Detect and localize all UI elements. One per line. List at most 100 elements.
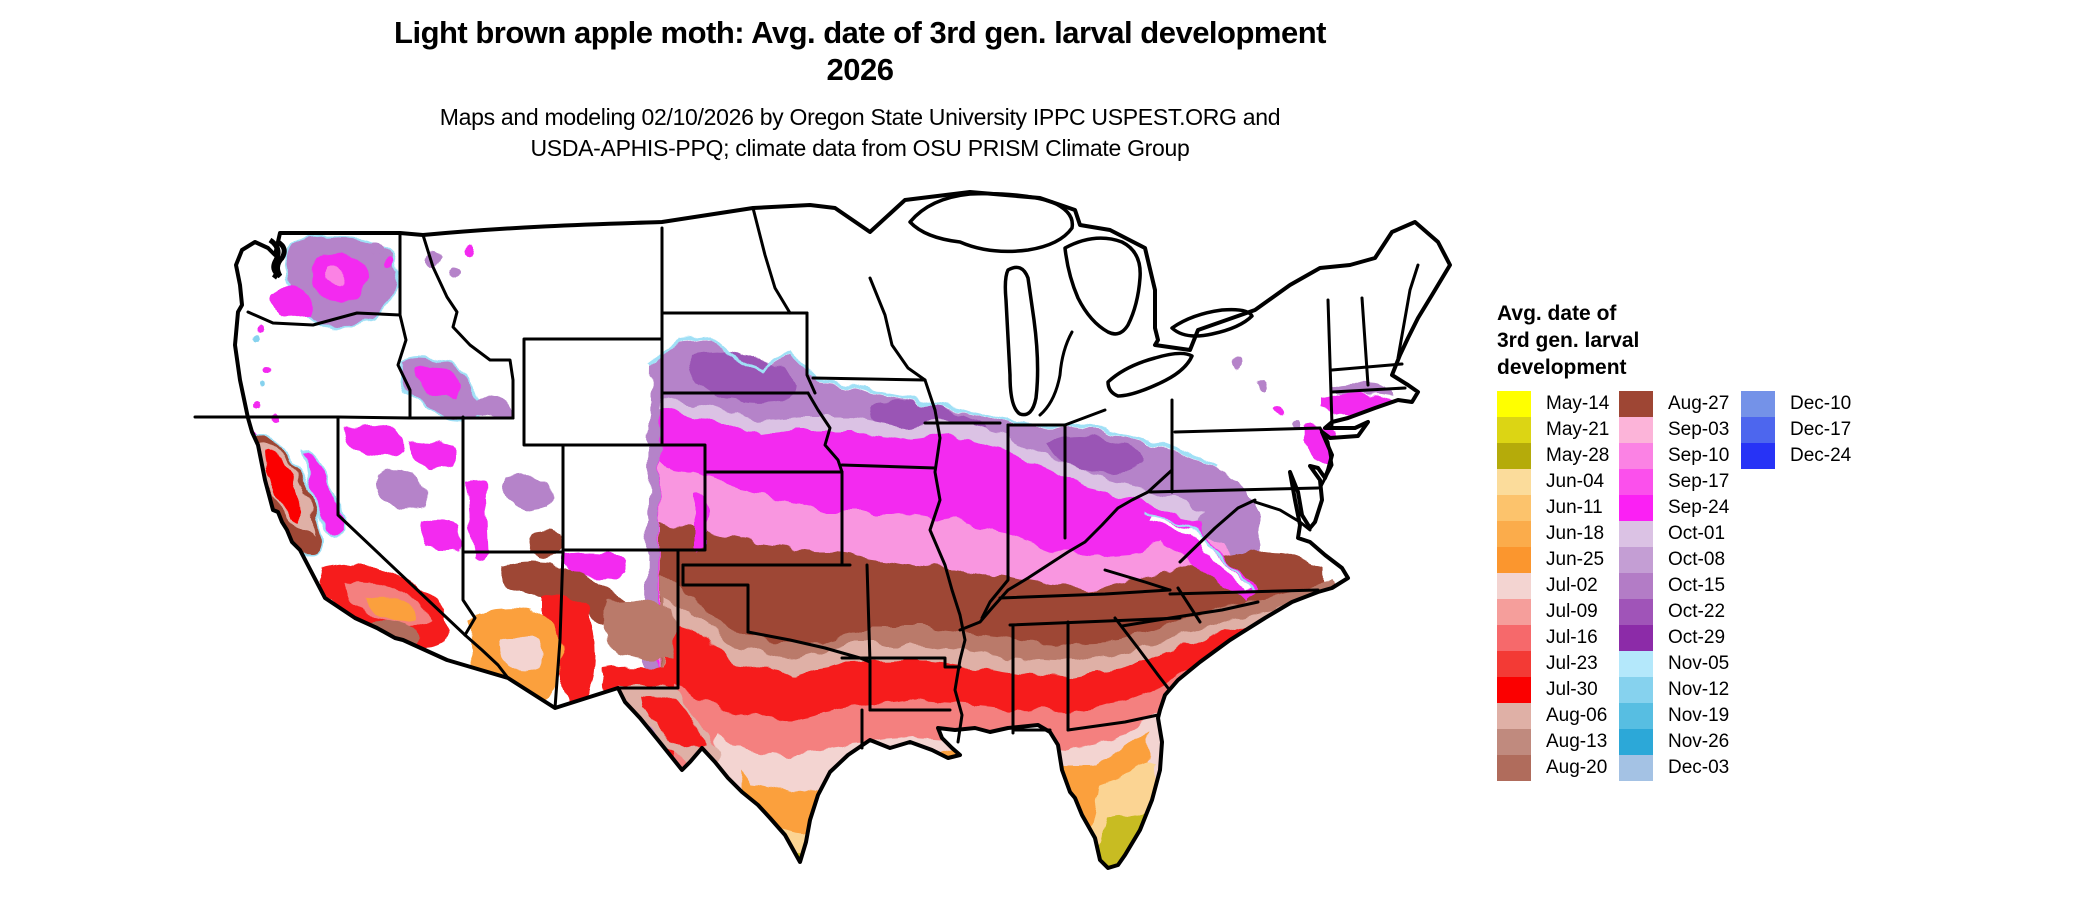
- legend-label: Jul-30: [1546, 679, 1598, 700]
- header: Light brown apple moth: Avg. date of 3rd…: [0, 14, 1720, 164]
- legend-entry: Oct-08: [1619, 547, 1741, 573]
- legend-label: May-21: [1546, 419, 1610, 440]
- legend-entry: Oct-29: [1619, 625, 1741, 651]
- legend-entry: Jul-02: [1497, 573, 1619, 599]
- legend-label: Sep-24: [1668, 497, 1730, 518]
- legend-entry: Jun-18: [1497, 521, 1619, 547]
- legend-entry: Jun-25: [1497, 547, 1619, 573]
- legend-swatch: [1619, 443, 1653, 469]
- legend-label: Oct-29: [1668, 627, 1726, 648]
- legend-swatch: [1497, 443, 1531, 469]
- legend-entry: Jun-04: [1497, 469, 1619, 495]
- legend-swatch: [1741, 443, 1775, 469]
- legend-swatch: [1497, 495, 1531, 521]
- legend-entry: Jun-11: [1497, 495, 1619, 521]
- legend-title-line-3: development: [1497, 356, 1627, 379]
- legend-label: Dec-10: [1790, 393, 1852, 414]
- legend-label: Jul-23: [1546, 653, 1598, 674]
- lake-michigan: [1003, 265, 1040, 417]
- subtitle-line-1: Maps and modeling 02/10/2026 by Oregon S…: [439, 104, 1281, 130]
- legend-label: Aug-20: [1546, 757, 1608, 778]
- legend-swatch: [1497, 417, 1531, 443]
- legend-entry: Sep-03: [1619, 417, 1741, 443]
- legend-label: Nov-26: [1668, 731, 1730, 752]
- legend-label: Dec-03: [1668, 757, 1730, 778]
- legend-swatch: [1619, 625, 1653, 651]
- legend-label: May-14: [1546, 393, 1610, 414]
- puget-sound: [268, 237, 287, 280]
- legend-label: Jun-11: [1546, 497, 1603, 518]
- legend-swatch: [1619, 547, 1653, 573]
- legend-label: Jun-04: [1546, 471, 1605, 492]
- legend-label: Jun-18: [1546, 523, 1605, 544]
- legend-swatch: [1619, 391, 1653, 417]
- legend-swatch: [1619, 521, 1653, 547]
- title-line-1: Light brown apple moth: Avg. date of 3rd…: [394, 15, 1326, 50]
- legend-swatch: [1619, 729, 1653, 755]
- legend-swatch: [1619, 755, 1653, 781]
- legend-swatch: [1619, 495, 1653, 521]
- legend-columns: May-14 May-21 May-28 Jun-04 Jun-11 Jun-18 Jun-…: [1497, 391, 2057, 781]
- legend-label: Aug-13: [1546, 731, 1608, 752]
- legend-entry: Jul-30: [1497, 677, 1619, 703]
- legend-entry: May-21: [1497, 417, 1619, 443]
- legend-label: Oct-22: [1668, 601, 1726, 622]
- legend-entry: Aug-13: [1497, 729, 1619, 755]
- legend-swatch: [1497, 703, 1531, 729]
- legend-label: Sep-03: [1668, 419, 1730, 440]
- legend-entry: Jul-23: [1497, 651, 1619, 677]
- legend-entry: Oct-22: [1619, 599, 1741, 625]
- legend-label: Oct-15: [1668, 575, 1726, 596]
- legend-label: Oct-08: [1668, 549, 1726, 570]
- legend-entry: Sep-10: [1619, 443, 1741, 469]
- legend-entry: Aug-06: [1497, 703, 1619, 729]
- us-outline: [233, 190, 1452, 870]
- raster-layer: [235, 192, 1450, 868]
- legend-entry: Oct-01: [1619, 521, 1741, 547]
- legend-swatch: [1619, 417, 1653, 443]
- title-line-2: 2026: [826, 52, 894, 87]
- legend-swatch: [1497, 469, 1531, 495]
- legend: Avg. date of 3rd gen. larval development…: [1497, 300, 2057, 781]
- legend-entry: Aug-20: [1497, 755, 1619, 781]
- legend-label: Dec-17: [1790, 419, 1852, 440]
- legend-label: Oct-01: [1668, 523, 1726, 544]
- legend-column-2: Aug-27 Sep-03 Sep-10 Sep-17 Sep-24 Oct-01 Oct-…: [1619, 391, 1741, 781]
- legend-swatch: [1497, 547, 1531, 573]
- legend-column-3: Dec-10 Dec-17 Dec-24: [1741, 391, 1863, 469]
- legend-swatch: [1619, 703, 1653, 729]
- legend-swatch: [1497, 573, 1531, 599]
- legend-swatch: [1619, 677, 1653, 703]
- legend-title-line-2: 3rd gen. larval: [1497, 329, 1640, 352]
- legend-entry: Jul-16: [1497, 625, 1619, 651]
- legend-swatch: [1741, 417, 1775, 443]
- legend-entry: Nov-26: [1619, 729, 1741, 755]
- subtitle-line-2: USDA-APHIS-PPQ; climate data from OSU PR…: [530, 135, 1190, 161]
- legend-entry: Dec-03: [1619, 755, 1741, 781]
- legend-swatch: [1741, 391, 1775, 417]
- legend-entry: Nov-19: [1619, 703, 1741, 729]
- legend-entry: Sep-17: [1619, 469, 1741, 495]
- legend-entry: Oct-15: [1619, 573, 1741, 599]
- lake-huron: [1063, 236, 1142, 336]
- legend-column-1: May-14 May-21 May-28 Jun-04 Jun-11 Jun-18 Jun-…: [1497, 391, 1619, 781]
- legend-swatch: [1497, 625, 1531, 651]
- legend-swatch: [1497, 651, 1531, 677]
- legend-swatch: [1497, 755, 1531, 781]
- legend-swatch: [1619, 651, 1653, 677]
- legend-entry: Nov-05: [1619, 651, 1741, 677]
- legend-entry: Nov-12: [1619, 677, 1741, 703]
- legend-entry: Dec-24: [1741, 443, 1863, 469]
- us-map-svg: [193, 190, 1452, 870]
- legend-swatch: [1619, 599, 1653, 625]
- legend-entry: Jul-09: [1497, 599, 1619, 625]
- legend-title-line-1: Avg. date of: [1497, 302, 1617, 325]
- page-subtitle: Maps and modeling 02/10/2026 by Oregon S…: [0, 102, 1720, 164]
- legend-swatch: [1497, 729, 1531, 755]
- legend-label: Dec-24: [1790, 445, 1852, 466]
- legend-entry: Dec-10: [1741, 391, 1863, 417]
- legend-label: Sep-17: [1668, 471, 1730, 492]
- legend-label: Nov-12: [1668, 679, 1730, 700]
- legend-entry: Dec-17: [1741, 417, 1863, 443]
- page-title: Light brown apple moth: Avg. date of 3rd…: [0, 14, 1720, 88]
